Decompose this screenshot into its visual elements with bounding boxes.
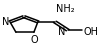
Text: OH: OH [84,27,99,37]
Text: N: N [58,27,65,37]
Text: NH₂: NH₂ [56,4,75,14]
Text: N: N [2,17,9,27]
Text: O: O [30,35,38,45]
